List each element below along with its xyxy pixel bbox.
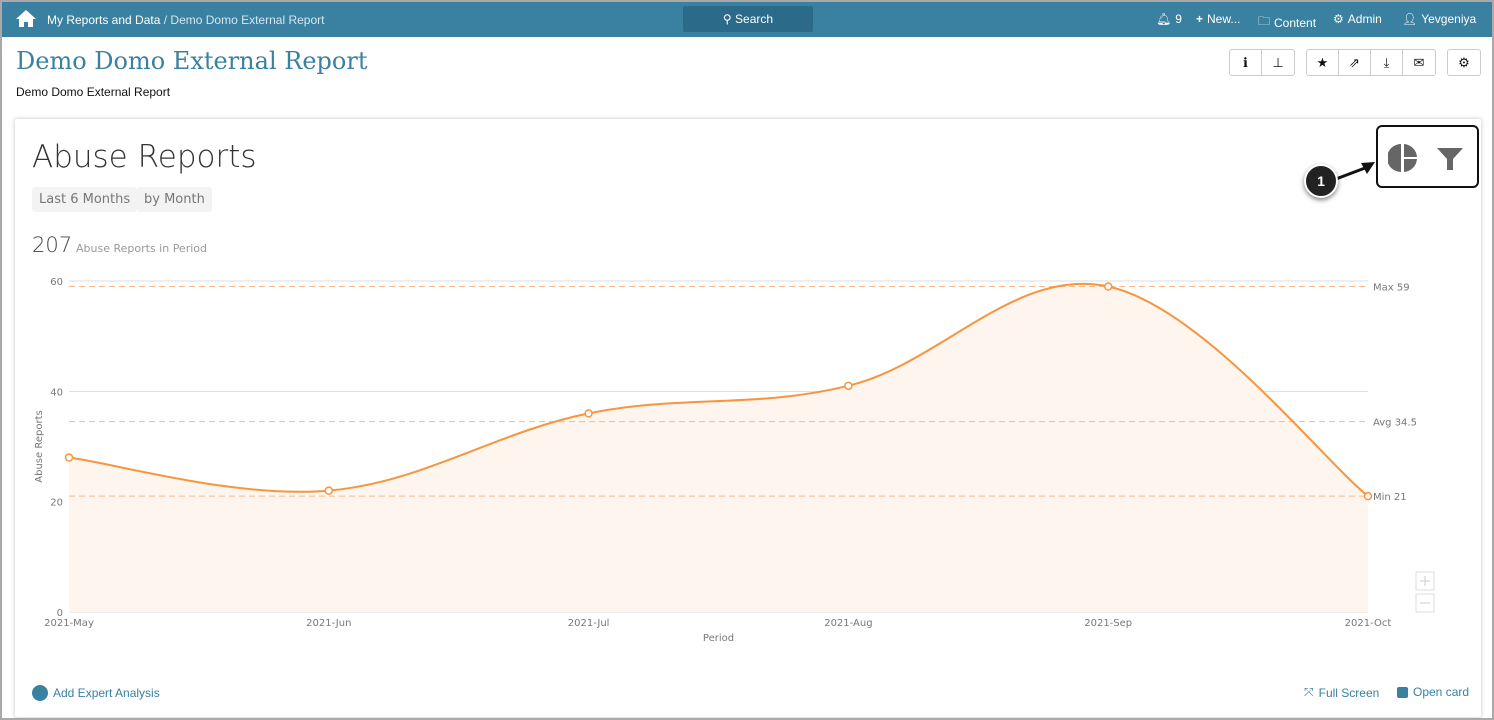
new-button[interactable]: + New...	[1196, 12, 1240, 26]
top-nav-bar: My Reports and Data / Demo Domo External…	[2, 2, 1492, 37]
breadcrumb-current: Demo Domo External Report	[170, 13, 325, 27]
data-point	[324, 486, 334, 495]
add-expert-analysis-link[interactable]: Add Expert Analysis	[32, 685, 160, 701]
period-filter-pill[interactable]: Last 6 Months	[32, 187, 138, 212]
summary-total: 207	[32, 233, 73, 257]
email-icon[interactable]: ✉	[1413, 54, 1425, 70]
settings-button-group: ⚙	[1447, 49, 1481, 76]
user-icon: 👤︎	[1402, 12, 1418, 26]
chart-type-icon[interactable]	[1388, 143, 1418, 173]
data-point	[584, 409, 593, 418]
home-icon[interactable]	[16, 9, 36, 27]
breadcrumb-root[interactable]: My Reports and Data	[47, 13, 161, 27]
filter-icon[interactable]	[1436, 146, 1464, 172]
grouping-filter-pill[interactable]: by Month	[137, 187, 212, 212]
x-tick-label: 2021-Oct	[1345, 618, 1392, 629]
user-menu[interactable]: 👤︎ Yevgeniya	[1402, 12, 1476, 26]
page-title: Demo Domo External Report	[16, 47, 368, 75]
actions-button-group: ★ ⇗ ⤓ ✉	[1306, 49, 1436, 76]
y-tick-label: 20	[50, 498, 63, 509]
notifications-button[interactable]: 🔔︎ 9	[1156, 12, 1182, 26]
search-label: Search	[735, 12, 774, 26]
area-fill	[69, 283, 1368, 612]
search-button[interactable]: ⚲ Search	[683, 6, 813, 32]
search-icon: ⚲	[722, 12, 732, 26]
x-tick-label: 2021-May	[44, 618, 94, 629]
x-tick-label: 2021-Aug	[824, 618, 872, 629]
gear-icon: ⚙	[1333, 12, 1344, 26]
data-point	[1103, 282, 1113, 291]
info-icon[interactable]: ℹ	[1230, 50, 1262, 75]
x-axis-title: Period	[703, 633, 734, 644]
user-label: Yevgeniya	[1421, 12, 1477, 26]
y-tick-label: 0	[57, 608, 63, 619]
full-screen-link[interactable]: ⤧ Full Screen	[1304, 685, 1379, 700]
content-label: Content	[1274, 15, 1317, 30]
folder-icon: 🗀	[1258, 14, 1271, 28]
x-tick-label: 2021-Jul	[568, 618, 610, 629]
open-card-label: Open card	[1413, 685, 1470, 699]
settings-icon[interactable]: ⚙	[1458, 54, 1470, 70]
notification-count: 9	[1175, 12, 1182, 26]
data-point	[64, 453, 74, 462]
data-point	[844, 381, 853, 391]
download-icon[interactable]: ⤓	[1371, 50, 1403, 75]
full-screen-label: Full Screen	[1318, 685, 1380, 700]
content-button[interactable]: 🗀 Content	[1258, 12, 1316, 33]
highlight-box	[1376, 125, 1479, 188]
info-button-group: ℹ ⊥	[1229, 49, 1295, 76]
expand-icon: ⤧	[1304, 685, 1314, 699]
y-axis-title: Abuse Reports	[34, 410, 45, 482]
new-label: New...	[1207, 12, 1241, 26]
brain-head-icon	[32, 685, 48, 701]
open-card-link[interactable]: Open card	[1397, 685, 1469, 699]
card-title: Abuse Reports	[32, 139, 257, 175]
callout-badge: 1	[1304, 164, 1338, 198]
bell-icon: 🔔︎	[1156, 12, 1172, 26]
open-external-icon	[1397, 686, 1408, 698]
reference-line-label: Max 59	[1373, 283, 1410, 294]
admin-button[interactable]: ⚙ Admin	[1333, 12, 1382, 26]
series-line	[68, 282, 1369, 497]
breadcrumb: My Reports and Data / Demo Domo External…	[47, 13, 324, 27]
y-tick-label: 60	[50, 277, 63, 288]
summary-label: Abuse Reports in Period	[76, 242, 207, 255]
report-card: Abuse Reports Last 6 Months by Month 207…	[15, 119, 1481, 717]
plus-icon	[1420, 576, 1430, 586]
x-tick-label: 2021-Jun	[306, 618, 351, 629]
page-subtitle: Demo Domo External Report	[16, 85, 171, 99]
admin-label: Admin	[1347, 12, 1382, 26]
reference-line-label: Min 21	[1373, 492, 1407, 503]
data-point	[1363, 491, 1373, 501]
hierarchy-icon[interactable]: ⊥	[1272, 54, 1284, 70]
share-icon[interactable]: ⇗	[1339, 50, 1371, 75]
plus-icon: +	[1196, 12, 1204, 26]
star-icon[interactable]: ★	[1307, 50, 1339, 75]
reference-line-label: Avg 34.5	[1373, 418, 1417, 429]
breadcrumb-separator: /	[160, 13, 171, 27]
line-chart: 0 20 40 60 Max 59 Avg 34.5 Min 21 2021-May 2021-…	[34, 277, 1435, 644]
add-expert-analysis-label: Add Expert Analysis	[53, 686, 160, 700]
x-tick-label: 2021-Sep	[1084, 618, 1132, 629]
y-tick-label: 40	[50, 387, 63, 398]
